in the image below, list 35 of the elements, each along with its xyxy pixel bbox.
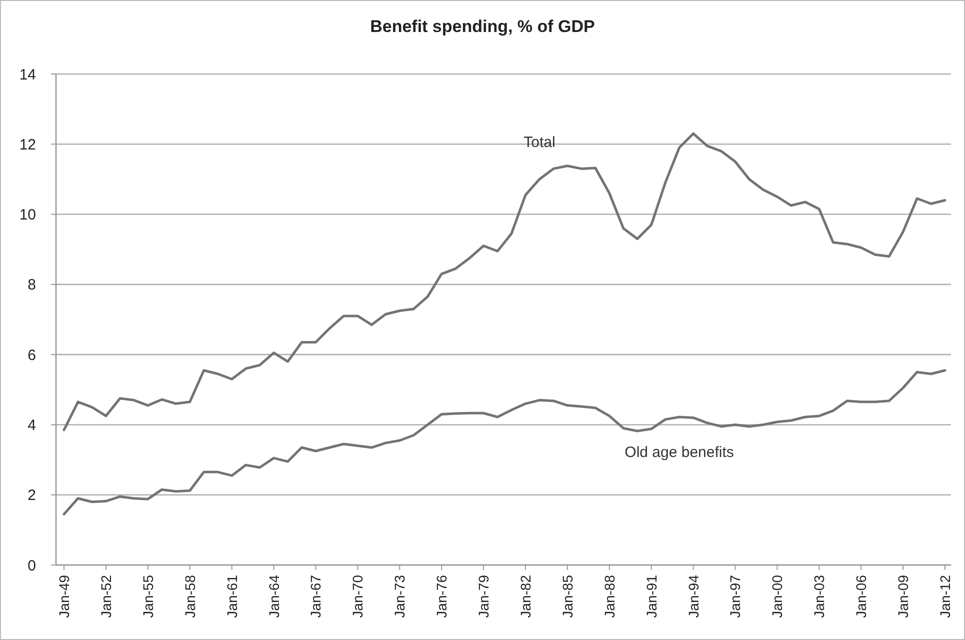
x-tick-label: Jan-70 bbox=[350, 574, 366, 618]
y-tick-label: 8 bbox=[28, 276, 36, 294]
x-tick-label: Jan-49 bbox=[56, 574, 72, 618]
x-tick-label: Jan-00 bbox=[769, 574, 786, 618]
x-tick-label: Jan-61 bbox=[224, 574, 240, 618]
x-tick-label: Jan-91 bbox=[643, 574, 660, 618]
chart-title: Benefit spending, % of GDP bbox=[370, 17, 595, 36]
x-tick-label: Jan-76 bbox=[434, 574, 450, 618]
x-tick-label: Jan-67 bbox=[308, 574, 324, 618]
y-tick-label: 10 bbox=[19, 206, 36, 224]
x-tick-label: Jan-55 bbox=[140, 574, 156, 618]
x-tick-label: Jan-64 bbox=[266, 574, 282, 618]
x-tick-label: Jan-09 bbox=[895, 574, 912, 618]
x-tick-label: Jan-06 bbox=[853, 574, 870, 618]
x-tick-label: Jan-82 bbox=[517, 574, 534, 618]
x-tick-label: Jan-97 bbox=[727, 574, 744, 618]
x-tick-label: Jan-85 bbox=[559, 574, 576, 618]
x-tick-label: Jan-79 bbox=[476, 574, 492, 618]
line-series bbox=[62, 132, 946, 432]
series-label: Total bbox=[524, 134, 556, 152]
x-tick-label: Jan-58 bbox=[182, 574, 198, 618]
x-tick-label: Jan-73 bbox=[392, 574, 408, 618]
y-tick-label: 0 bbox=[28, 557, 36, 574]
y-tick-label: 2 bbox=[28, 487, 36, 504]
line-series bbox=[62, 369, 946, 516]
y-tick-label: 12 bbox=[19, 136, 36, 154]
x-tick-label: Jan-52 bbox=[98, 574, 114, 618]
x-tick-label: Jan-12 bbox=[937, 574, 953, 618]
y-tick-label: 4 bbox=[28, 416, 36, 434]
y-tick-label: 6 bbox=[28, 346, 36, 364]
y-tick-label: 14 bbox=[19, 66, 36, 84]
x-tick-label: Jan-88 bbox=[601, 574, 618, 618]
x-tick-label: Jan-94 bbox=[685, 574, 702, 618]
series-label: Old age benefits bbox=[624, 444, 734, 461]
x-tick-label: Jan-03 bbox=[811, 574, 828, 618]
